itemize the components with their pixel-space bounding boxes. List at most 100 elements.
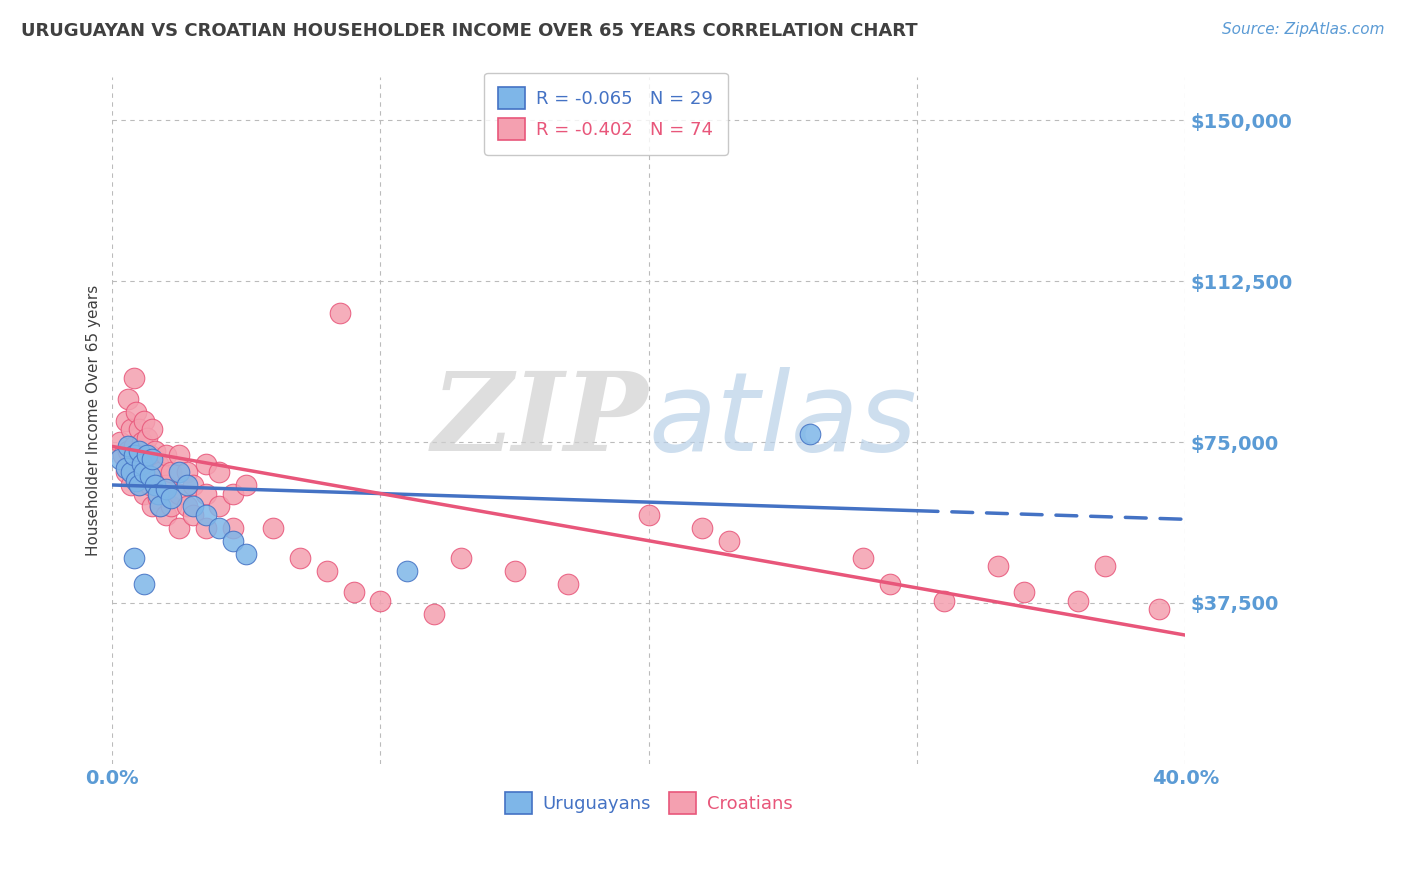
Point: [131, 435, 153, 450]
Point: [134, 576, 156, 591]
Point: [423, 607, 446, 621]
Point: [176, 465, 198, 479]
Point: [932, 594, 955, 608]
Point: [195, 508, 218, 522]
Point: [120, 465, 142, 479]
Point: [114, 414, 136, 428]
Point: [852, 550, 875, 565]
Point: [181, 508, 204, 522]
Point: [136, 431, 159, 445]
Point: [149, 500, 172, 514]
Point: [167, 465, 190, 479]
Point: [141, 465, 163, 479]
Point: [879, 576, 901, 591]
Point: [315, 564, 337, 578]
Point: [503, 564, 526, 578]
Point: [1147, 602, 1170, 616]
Point: [111, 448, 134, 462]
Point: [141, 500, 163, 514]
Point: [131, 457, 153, 471]
Point: [343, 585, 366, 599]
Point: [117, 439, 139, 453]
Point: [134, 414, 156, 428]
Point: [222, 533, 245, 548]
Point: [155, 508, 177, 522]
Point: [329, 306, 352, 320]
Point: [181, 478, 204, 492]
Point: [128, 422, 150, 436]
Point: [146, 491, 169, 505]
Point: [134, 457, 156, 471]
Point: [122, 439, 145, 453]
Point: [128, 443, 150, 458]
Point: [155, 478, 177, 492]
Point: [136, 448, 159, 462]
Point: [108, 435, 131, 450]
Point: [149, 500, 172, 514]
Point: [108, 452, 131, 467]
Point: [122, 550, 145, 565]
Point: [141, 452, 163, 467]
Point: [125, 465, 148, 479]
Point: [160, 491, 183, 505]
Point: [637, 508, 659, 522]
Text: Source: ZipAtlas.com: Source: ZipAtlas.com: [1222, 22, 1385, 37]
Point: [1094, 559, 1116, 574]
Point: [181, 500, 204, 514]
Point: [262, 521, 284, 535]
Point: [155, 483, 177, 497]
Point: [160, 500, 183, 514]
Point: [208, 465, 231, 479]
Point: [167, 448, 190, 462]
Point: [120, 478, 142, 492]
Point: [138, 478, 160, 492]
Text: atlas: atlas: [648, 368, 918, 475]
Point: [160, 465, 183, 479]
Point: [222, 486, 245, 500]
Point: [125, 405, 148, 419]
Point: [195, 457, 218, 471]
Point: [143, 478, 166, 492]
Point: [557, 576, 579, 591]
Point: [120, 422, 142, 436]
Point: [134, 465, 156, 479]
Point: [122, 448, 145, 462]
Point: [208, 500, 231, 514]
Point: [125, 474, 148, 488]
Point: [117, 443, 139, 458]
Point: [114, 465, 136, 479]
Point: [138, 469, 160, 483]
Point: [987, 559, 1010, 574]
Point: [114, 460, 136, 475]
Point: [288, 550, 311, 565]
Point: [370, 594, 392, 608]
Point: [149, 465, 172, 479]
Point: [128, 448, 150, 462]
Point: [143, 478, 166, 492]
Point: [136, 465, 159, 479]
Point: [176, 478, 198, 492]
Point: [235, 547, 257, 561]
Point: [396, 564, 419, 578]
Point: [138, 448, 160, 462]
Point: [134, 486, 156, 500]
Point: [128, 478, 150, 492]
Point: [450, 550, 472, 565]
Point: [167, 486, 190, 500]
Text: ZIP: ZIP: [432, 367, 648, 475]
Point: [195, 486, 218, 500]
Legend: Uruguayans, Croatians: Uruguayans, Croatians: [496, 783, 801, 823]
Point: [208, 521, 231, 535]
Point: [1014, 585, 1036, 599]
Point: [146, 457, 169, 471]
Point: [718, 533, 741, 548]
Point: [122, 370, 145, 384]
Point: [222, 521, 245, 535]
Point: [176, 500, 198, 514]
Point: [1067, 594, 1090, 608]
Y-axis label: Householder Income Over 65 years: Householder Income Over 65 years: [86, 285, 101, 557]
Point: [155, 448, 177, 462]
Text: URUGUAYAN VS CROATIAN HOUSEHOLDER INCOME OVER 65 YEARS CORRELATION CHART: URUGUAYAN VS CROATIAN HOUSEHOLDER INCOME…: [21, 22, 918, 40]
Point: [146, 486, 169, 500]
Point: [235, 478, 257, 492]
